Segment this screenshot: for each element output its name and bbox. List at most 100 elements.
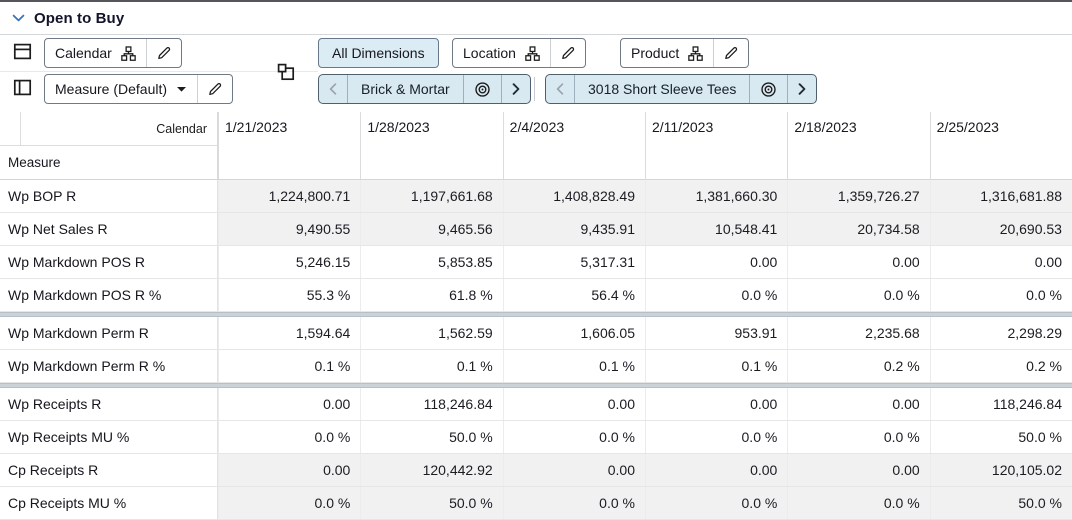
- value-cell[interactable]: 1,316,681.88: [929, 180, 1072, 212]
- window-top-border: [0, 0, 1072, 2]
- measure-row-label[interactable]: Wp Markdown POS R %: [0, 279, 218, 311]
- value-cell[interactable]: 2,298.29: [929, 317, 1072, 349]
- table-rows-icon[interactable]: [13, 42, 32, 61]
- value-cell[interactable]: 9,490.55: [218, 213, 361, 245]
- column-header[interactable]: 2/11/2023: [644, 112, 787, 179]
- value-cell[interactable]: 1,562.59: [360, 317, 503, 349]
- value-cell[interactable]: 0.00: [644, 454, 788, 486]
- table-columns-icon[interactable]: [13, 78, 32, 97]
- value-cell[interactable]: 0.0 %: [787, 279, 930, 311]
- value-cell[interactable]: 0.2 %: [787, 350, 930, 382]
- value-cell[interactable]: 0.00: [502, 454, 645, 486]
- value-cell[interactable]: 0.2 %: [929, 350, 1072, 382]
- value-cell[interactable]: 120,105.02: [929, 454, 1072, 486]
- edit-row-axis-button[interactable]: [145, 39, 181, 67]
- value-cell[interactable]: 5,246.15: [218, 246, 361, 278]
- value-cell[interactable]: 10,548.41: [644, 213, 788, 245]
- value-cell[interactable]: 0.00: [787, 388, 930, 420]
- value-cell[interactable]: 0.0 %: [218, 421, 361, 453]
- value-cell[interactable]: 0.1 %: [218, 350, 361, 382]
- value-cell[interactable]: 0.0 %: [929, 279, 1072, 311]
- value-cell[interactable]: 0.0 %: [502, 487, 645, 519]
- value-cell[interactable]: 1,408,828.49: [502, 180, 645, 212]
- value-cell[interactable]: 50.0 %: [360, 421, 503, 453]
- next-product-button[interactable]: [787, 75, 816, 103]
- edit-location-button[interactable]: [549, 39, 585, 67]
- value-cell[interactable]: 0.00: [929, 246, 1072, 278]
- measure-row-label[interactable]: Cp Receipts MU %: [0, 487, 218, 519]
- value-cell[interactable]: 120,442.92: [360, 454, 503, 486]
- edit-measures-button[interactable]: [197, 75, 232, 103]
- value-cell[interactable]: 0.0 %: [787, 421, 930, 453]
- location-tile[interactable]: Location: [453, 39, 550, 67]
- value-cell[interactable]: 0.1 %: [644, 350, 788, 382]
- column-header[interactable]: 1/28/2023: [360, 112, 502, 179]
- value-cell[interactable]: 0.0 %: [644, 279, 788, 311]
- measure-row-label[interactable]: Cp Receipts R: [0, 454, 218, 486]
- measure-row-label[interactable]: Wp Receipts MU %: [0, 421, 218, 453]
- prev-location-button[interactable]: [319, 75, 347, 103]
- column-header[interactable]: 2/25/2023: [929, 112, 1072, 179]
- value-cell[interactable]: 56.4 %: [502, 279, 645, 311]
- column-header[interactable]: 2/4/2023: [502, 112, 645, 179]
- value-cell[interactable]: 0.1 %: [502, 350, 645, 382]
- value-cell[interactable]: 1,594.64: [218, 317, 361, 349]
- measure-row-label[interactable]: Wp Net Sales R: [0, 213, 218, 245]
- value-cell[interactable]: 953.91: [644, 317, 788, 349]
- value-cell[interactable]: 0.00: [218, 454, 361, 486]
- tab-all-dimensions[interactable]: All Dimensions: [318, 38, 439, 68]
- table-row: Cp Receipts MU % 0.0 % 50.0 % 0.0 % 0.0 % 0.0…: [0, 487, 1072, 520]
- value-cell[interactable]: 1,224,800.71: [218, 180, 361, 212]
- measure-row-label[interactable]: Wp Markdown Perm R: [0, 317, 218, 349]
- value-cell[interactable]: 1,359,726.27: [787, 180, 930, 212]
- value-cell[interactable]: 0.0 %: [787, 487, 930, 519]
- org-chart-icon: [525, 45, 540, 61]
- layers-icon[interactable]: [276, 62, 296, 82]
- value-cell[interactable]: 0.1 %: [360, 350, 503, 382]
- locate-product-button[interactable]: [749, 75, 787, 103]
- location-page-label-segment[interactable]: Brick & Mortar: [347, 75, 463, 103]
- value-cell[interactable]: 0.00: [787, 246, 930, 278]
- chevron-down-icon[interactable]: [12, 14, 25, 23]
- value-cell[interactable]: 0.0 %: [644, 421, 788, 453]
- value-cell[interactable]: 50.0 %: [929, 487, 1072, 519]
- value-cell[interactable]: 9,465.56: [360, 213, 503, 245]
- value-cell[interactable]: 0.0 %: [502, 421, 645, 453]
- measure-row-label[interactable]: Wp Receipts R: [0, 388, 218, 420]
- prev-product-button[interactable]: [546, 75, 574, 103]
- measure-profile-dropdown[interactable]: Measure (Default): [45, 75, 197, 103]
- value-cell[interactable]: 50.0 %: [360, 487, 503, 519]
- value-cell[interactable]: 118,246.84: [929, 388, 1072, 420]
- value-cell[interactable]: 9,435.91: [502, 213, 645, 245]
- value-cell[interactable]: 0.00: [644, 246, 788, 278]
- next-location-button[interactable]: [500, 75, 530, 103]
- value-cell[interactable]: 0.00: [502, 388, 645, 420]
- value-cell[interactable]: 5,853.85: [360, 246, 503, 278]
- measure-row-label[interactable]: Wp BOP R: [0, 180, 218, 212]
- value-cell[interactable]: 55.3 %: [218, 279, 361, 311]
- locate-location-button[interactable]: [462, 75, 501, 103]
- value-cell[interactable]: 20,734.58: [787, 213, 930, 245]
- value-cell[interactable]: 118,246.84: [360, 388, 503, 420]
- value-cell[interactable]: 0.0 %: [644, 487, 788, 519]
- value-cell[interactable]: 1,606.05: [502, 317, 645, 349]
- column-header[interactable]: 1/21/2023: [218, 112, 360, 179]
- value-cell[interactable]: 1,197,661.68: [360, 180, 503, 212]
- value-cell[interactable]: 5,317.31: [502, 246, 645, 278]
- measure-row-label[interactable]: Wp Markdown Perm R %: [0, 350, 218, 382]
- column-header[interactable]: 2/18/2023: [787, 112, 929, 179]
- value-cell[interactable]: 2,235.68: [787, 317, 930, 349]
- product-tile[interactable]: Product: [621, 39, 713, 67]
- measure-row-label[interactable]: Wp Markdown POS R: [0, 246, 218, 278]
- edit-product-button[interactable]: [713, 39, 748, 67]
- value-cell[interactable]: 50.0 %: [929, 421, 1072, 453]
- value-cell[interactable]: 20,690.53: [929, 213, 1072, 245]
- value-cell[interactable]: 0.00: [218, 388, 361, 420]
- value-cell[interactable]: 61.8 %: [360, 279, 503, 311]
- product-page-label-segment[interactable]: 3018 Short Sleeve Tees: [574, 75, 749, 103]
- value-cell[interactable]: 0.00: [644, 388, 788, 420]
- row-axis-tile[interactable]: Calendar: [45, 39, 146, 67]
- value-cell[interactable]: 0.00: [787, 454, 930, 486]
- value-cell[interactable]: 0.0 %: [218, 487, 361, 519]
- value-cell[interactable]: 1,381,660.30: [644, 180, 788, 212]
